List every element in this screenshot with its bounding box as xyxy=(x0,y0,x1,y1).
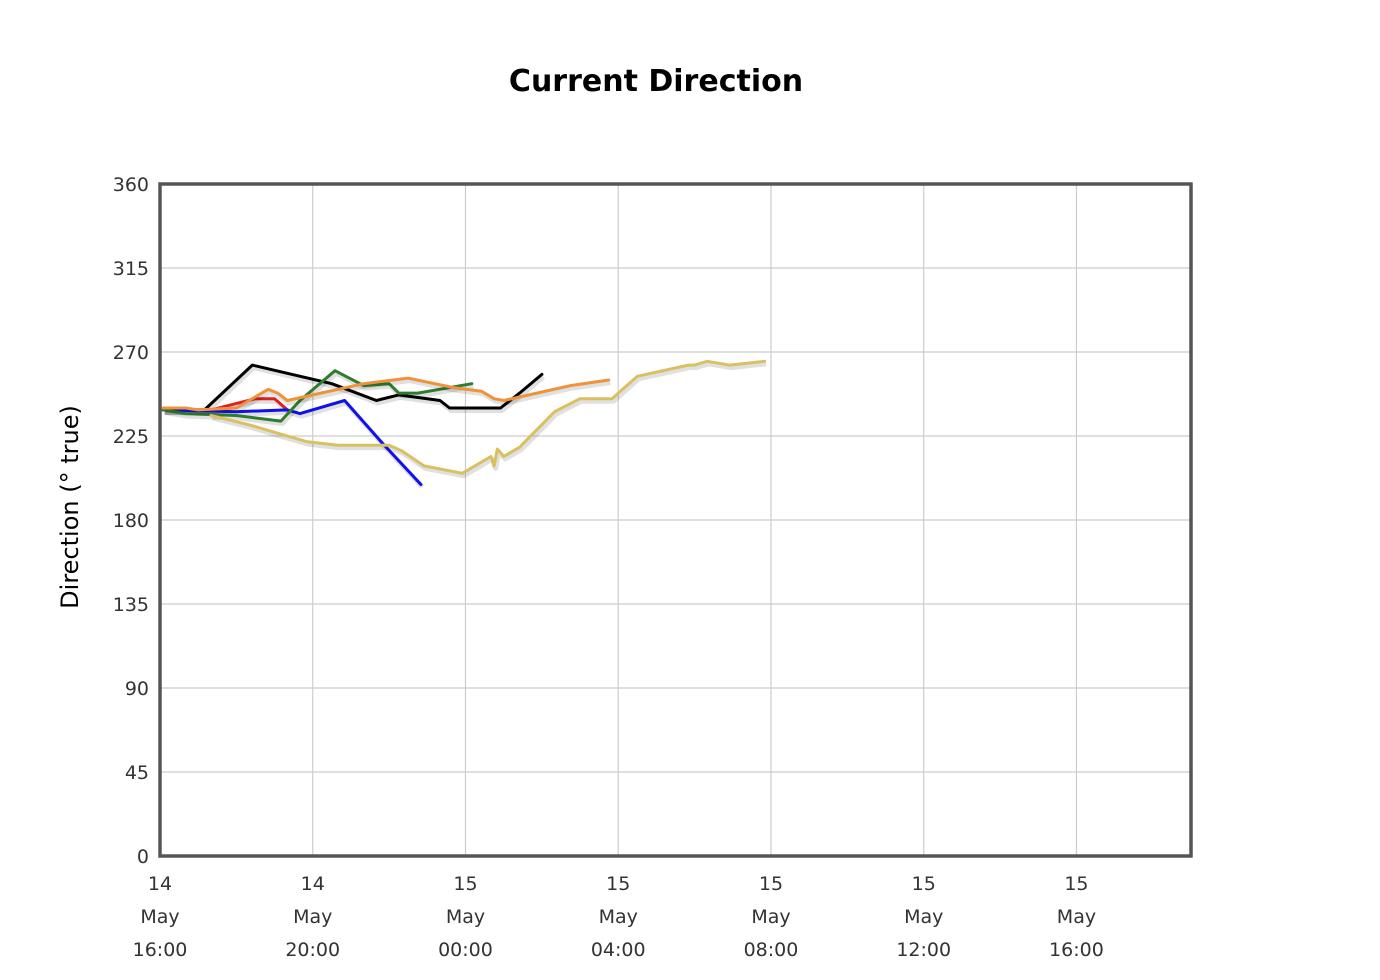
series-line-1 xyxy=(161,363,544,412)
x-tick-label: 15 xyxy=(759,873,783,895)
y-tick-labels: 0 45 90 135 180 225 270 315 360 xyxy=(113,174,149,868)
x-tick-label: 16:00 xyxy=(133,939,188,961)
x-tick-label: 15 xyxy=(912,873,936,895)
series-line-6 xyxy=(209,359,767,475)
x-tick-label: May xyxy=(751,906,790,928)
x-tick-label: 00:00 xyxy=(438,939,493,961)
x-tick-label: May xyxy=(446,906,485,928)
x-tick-label: 15 xyxy=(453,873,477,895)
x-tick-label: 15 xyxy=(1064,873,1088,895)
series-line-5 xyxy=(161,376,611,412)
series-layer xyxy=(161,359,767,489)
x-tick-label: May xyxy=(1057,906,1096,928)
series-line-3 xyxy=(161,399,423,486)
series-shadow xyxy=(164,365,546,415)
y-axis-title: Direction (° true) xyxy=(56,405,84,609)
x-tick-label: 16:00 xyxy=(1049,939,1104,961)
series-line-4 xyxy=(161,369,474,423)
x-tick-label: May xyxy=(904,906,943,928)
x-tick-label: 04:00 xyxy=(591,939,646,961)
y-tick-label: 225 xyxy=(113,426,149,448)
series-shadow xyxy=(164,378,611,415)
y-tick-label: 0 xyxy=(137,846,149,868)
x-tick-labels: 14 May 16:00 14 May 20:00 15 May 00:00 15 May 04:00… xyxy=(133,873,1104,961)
x-tick-label: 14 xyxy=(301,873,325,895)
x-tick-label: 08:00 xyxy=(744,939,799,961)
y-tick-label: 135 xyxy=(113,594,149,616)
x-tick-label: May xyxy=(140,906,179,928)
x-tick-label: 12:00 xyxy=(896,939,951,961)
x-tick-label: 14 xyxy=(148,873,172,895)
x-tick-label: May xyxy=(599,906,638,928)
chart-title: Current Direction xyxy=(508,64,804,99)
y-tick-label: 45 xyxy=(125,762,149,784)
x-tick-label: May xyxy=(293,906,332,928)
plot-frame xyxy=(158,182,1193,858)
x-tick-label: 20:00 xyxy=(285,939,340,961)
y-tick-label: 360 xyxy=(113,174,149,196)
y-tick-label: 270 xyxy=(113,342,149,364)
y-tick-label: 90 xyxy=(125,678,149,700)
y-tick-label: 180 xyxy=(113,510,149,532)
x-tick-label: 15 xyxy=(606,873,630,895)
grid-layer xyxy=(159,183,1191,857)
y-tick-label: 315 xyxy=(113,258,149,280)
